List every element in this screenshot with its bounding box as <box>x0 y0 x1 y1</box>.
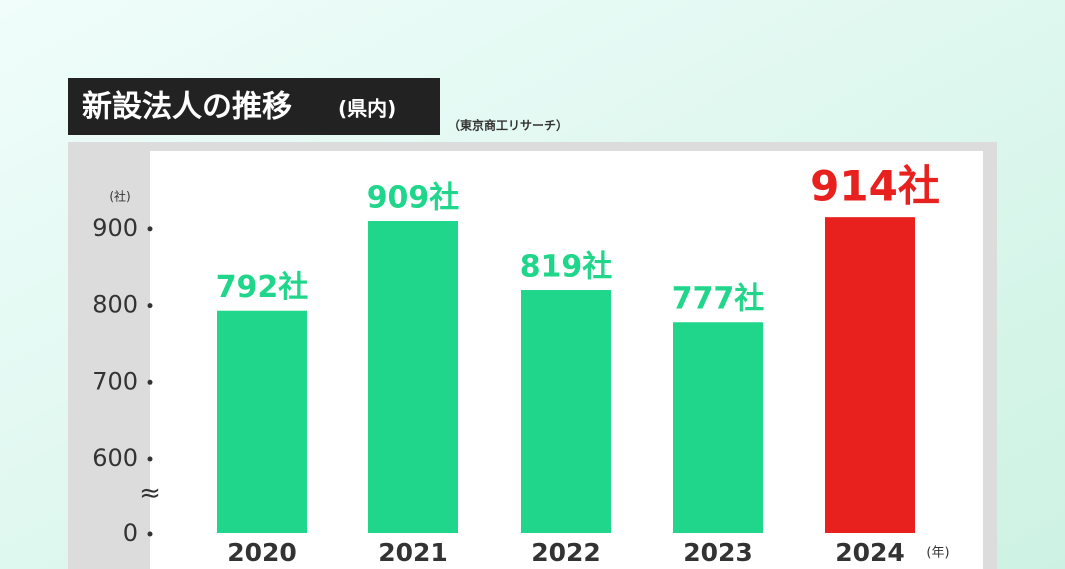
axis-break: ≈ <box>139 479 161 509</box>
bar <box>217 310 307 533</box>
chart-subtitle: (県内) <box>338 97 396 121</box>
tick-mark <box>147 456 153 462</box>
x-unit: (年) <box>926 546 949 561</box>
bar <box>825 217 915 534</box>
x-tick-label: 2023 <box>683 538 753 567</box>
bar <box>673 322 763 533</box>
y-tick-label: 600 <box>92 444 138 472</box>
title-box <box>68 78 440 135</box>
value-label: 914社 <box>810 162 940 211</box>
y-tick-label: 900 <box>92 214 138 242</box>
y-unit: (社) <box>109 189 130 204</box>
value-label: 792社 <box>216 270 309 305</box>
bar <box>521 290 611 533</box>
y-tick-label: 700 <box>92 367 138 395</box>
x-tick-label: 2021 <box>378 538 448 567</box>
tick-mark <box>147 531 153 537</box>
chart-title: 新設法人の推移 <box>82 90 292 125</box>
source: （東京商工リサーチ） <box>448 118 568 133</box>
x-tick-label: 2020 <box>227 538 297 567</box>
x-tick-label: 2024 <box>835 538 905 567</box>
y-tick-label: 800 <box>92 291 138 319</box>
value-label: 777社 <box>672 282 765 317</box>
value-label: 819社 <box>520 250 613 285</box>
y-tick-label: 0 <box>123 519 138 547</box>
x-tick-label: 2022 <box>531 538 601 567</box>
tick-mark <box>147 379 153 385</box>
tick-mark <box>147 303 153 309</box>
bar <box>368 220 458 533</box>
tick-mark <box>147 226 153 232</box>
value-label: 909社 <box>367 180 460 215</box>
